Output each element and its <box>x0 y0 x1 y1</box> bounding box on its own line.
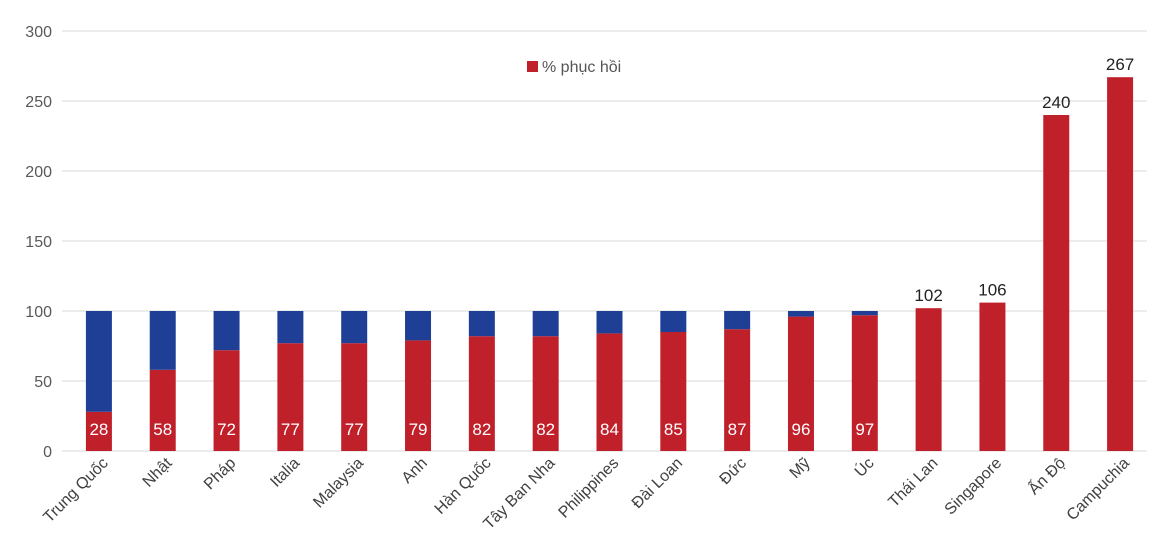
bar-recovery <box>468 336 495 451</box>
data-label: 267 <box>1106 55 1134 74</box>
bar-recovery <box>979 302 1006 451</box>
data-label: 106 <box>978 281 1006 300</box>
bar-remaining <box>660 311 687 332</box>
bar-recovery <box>149 369 176 451</box>
x-tick-label: Anh <box>399 455 431 487</box>
x-tick-label: Philippines <box>556 455 623 522</box>
x-tick-label: Campuchia <box>1064 455 1133 524</box>
bar-remaining <box>85 311 112 412</box>
bar-recovery <box>277 343 304 451</box>
x-tick-label: Malaysia <box>310 455 367 512</box>
data-label: 28 <box>89 420 108 439</box>
y-tick-label: 250 <box>25 94 52 111</box>
y-tick-label: 300 <box>25 24 52 41</box>
y-tick-label: 0 <box>43 444 52 461</box>
data-label: 240 <box>1042 93 1070 112</box>
x-tick-label: Italia <box>267 455 303 491</box>
bar-remaining <box>149 311 176 370</box>
x-tick-label: Trung Quốc <box>40 455 111 526</box>
bar-remaining <box>468 311 495 337</box>
x-tick-label: Hàn Quốc <box>432 455 495 518</box>
data-label: 97 <box>855 420 874 439</box>
data-label: 77 <box>281 420 300 439</box>
bar-remaining <box>851 311 878 316</box>
data-label: 102 <box>914 286 942 305</box>
bar-remaining <box>724 311 751 330</box>
data-label: 87 <box>728 420 747 439</box>
legend-swatch <box>527 61 538 72</box>
x-tick-label: Ấn Độ <box>1024 453 1069 498</box>
data-label: 96 <box>792 420 811 439</box>
x-tick-label: Pháp <box>201 455 240 494</box>
x-axis: Trung Quốc Nhật Pháp Italia Malaysia Anh Hàn Q… <box>40 453 1133 533</box>
bar-remaining <box>787 311 814 317</box>
bar-recovery <box>787 316 814 451</box>
y-tick-label: 50 <box>34 374 52 391</box>
bars: 28 58 72 77 77 79 82 82 84 85 87 96 97 102 106 240 267 <box>85 55 1134 451</box>
legend-label: % phục hồi <box>542 59 621 76</box>
data-label: 58 <box>153 420 172 439</box>
data-label: 77 <box>345 420 364 439</box>
x-tick-label: Thái Lan <box>885 455 941 511</box>
x-tick-label: Singapore <box>942 455 1006 519</box>
bar-recovery <box>85 411 112 451</box>
bar-remaining <box>405 311 432 341</box>
data-label: 82 <box>472 420 491 439</box>
y-tick-label: 150 <box>25 234 52 251</box>
bar-recovery <box>724 329 751 451</box>
legend: % phục hồi <box>527 59 621 76</box>
x-tick-label: Mỹ <box>787 455 814 482</box>
bar-remaining <box>532 311 559 337</box>
bar-remaining <box>341 311 368 344</box>
x-tick-label: Nhật <box>140 454 176 490</box>
bar-recovery <box>341 343 368 451</box>
x-tick-label: Úc <box>850 453 877 480</box>
bar-recovery <box>1107 77 1134 451</box>
bar-remaining <box>277 311 304 344</box>
bar-remaining <box>596 311 623 334</box>
data-label: 79 <box>409 420 428 439</box>
x-tick-label: Đài Loan <box>629 455 686 512</box>
data-label: 85 <box>664 420 683 439</box>
bar-recovery <box>213 350 240 451</box>
y-tick-label: 100 <box>25 304 52 321</box>
bar-recovery <box>660 332 687 451</box>
bar-remaining <box>213 311 240 351</box>
data-label: 72 <box>217 420 236 439</box>
bar-recovery <box>405 340 432 451</box>
data-label: 82 <box>536 420 555 439</box>
x-tick-label: Đức <box>717 455 750 488</box>
bar-recovery <box>532 336 559 451</box>
bar-recovery <box>915 308 942 451</box>
bar-recovery <box>1043 115 1070 451</box>
y-axis: 0 50 100 150 200 250 300 <box>25 24 52 461</box>
data-label: 84 <box>600 420 619 439</box>
y-tick-label: 200 <box>25 164 52 181</box>
bar-recovery <box>596 333 623 451</box>
bar-recovery <box>851 315 878 451</box>
